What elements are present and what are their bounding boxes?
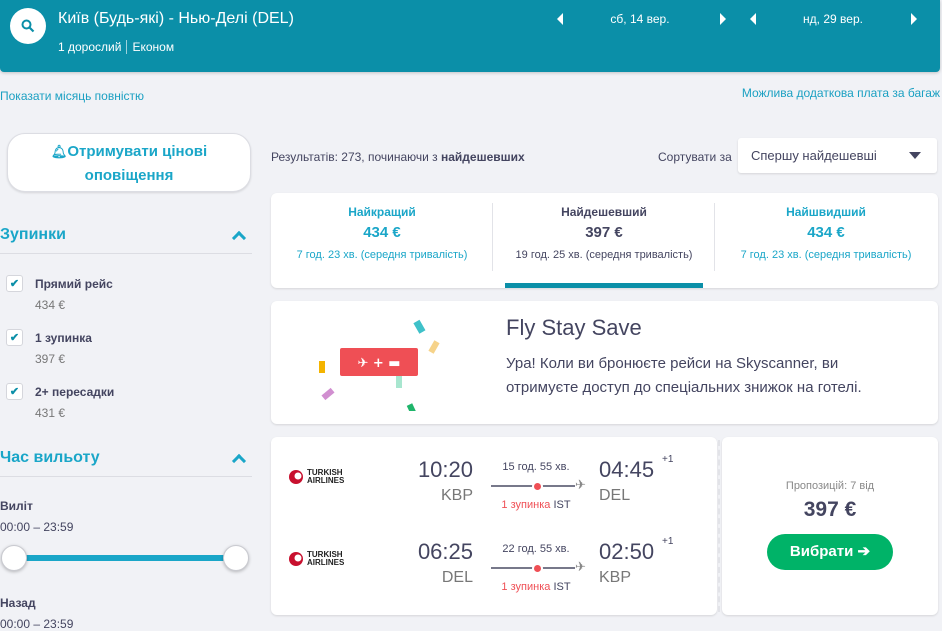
arrival-airport: DEL — [599, 487, 631, 504]
show-month-link[interactable]: Показати місяць повністю — [0, 89, 145, 103]
day-offset: +1 — [662, 536, 674, 547]
stop-dot — [534, 483, 541, 490]
bell-icon: 🔔︎ — [50, 144, 68, 159]
flight-price: 397 € — [803, 498, 857, 521]
outbound-label: Виліт — [0, 499, 33, 513]
departure-time: 10:20 — [417, 457, 473, 482]
flight-hotel-illustration: ✈ + ▬ — [319, 319, 440, 411]
offers-count: Пропозицій: 7 від — [785, 480, 875, 492]
select-button[interactable]: Вибрати ➔ — [767, 534, 893, 570]
stop-label: Прямий рейс — [35, 277, 113, 291]
return-date[interactable]: нд, 29 вер. — [803, 12, 863, 26]
tab-price: 434 € — [807, 224, 845, 241]
svg-text:✈ + ▬: ✈ + ▬ — [357, 356, 400, 371]
flight-itinerary[interactable]: TURKISH AIRLINES 10:20 KBP 15 год. 55 хв… — [271, 437, 717, 615]
stop-price: 397 € — [35, 352, 66, 366]
departure-time-title: Час вильоту — [0, 449, 100, 466]
outbound-slider-min-handle[interactable] — [1, 545, 27, 571]
flight-duration: 15 год. 55 хв. — [502, 461, 570, 473]
divider — [714, 203, 715, 271]
price-alerts-button[interactable]: 🔔︎Отримувати цінові оповіщення — [7, 133, 251, 192]
travellers-summary[interactable]: 1 дорослий Економ — [58, 40, 174, 54]
depart-next-arrow[interactable] — [720, 13, 726, 25]
return-label: Назад — [0, 596, 36, 610]
route-line — [491, 567, 575, 569]
plane-icon: ✈ — [575, 477, 586, 492]
divider — [0, 253, 252, 254]
outbound-leg: TURKISH AIRLINES 10:20 KBP 15 год. 55 хв… — [271, 454, 717, 517]
airline-logo: TURKISH AIRLINES — [289, 551, 351, 567]
tab-best[interactable]: Найкращий 434 € 7 год. 23 хв. (середня т… — [271, 205, 493, 261]
tab-title: Найшвидший — [786, 205, 866, 219]
stop-label: 2+ пересадки — [35, 385, 115, 399]
results-summary: Результатів: 273, починаючи з найдешевши… — [271, 150, 525, 164]
price-panel: Пропозицій: 7 від 397 € Вибрати ➔ — [722, 437, 938, 615]
arrival-time: 02:50 — [599, 539, 655, 564]
tab-cheapest[interactable]: Найдешевший 397 € 19 год. 25 хв. (середн… — [493, 205, 715, 261]
checkbox-two-plus[interactable]: ✔ — [6, 383, 23, 400]
tab-price: 397 € — [585, 224, 623, 241]
sort-value: Спершу найдешевші — [751, 148, 877, 163]
stop-price: 434 € — [35, 298, 66, 312]
airline-logo: TURKISH AIRLINES — [289, 469, 351, 485]
active-tab-indicator — [505, 283, 703, 288]
flight-duration: 22 год. 55 хв. — [502, 543, 570, 555]
search-icon — [21, 19, 35, 33]
stops-info: 1 зупинка IST — [501, 499, 571, 511]
depart-prev-arrow[interactable] — [557, 13, 563, 25]
turkish-airlines-icon — [289, 470, 303, 484]
tab-title: Найдешевший — [561, 205, 647, 219]
tab-price: 434 € — [363, 224, 401, 241]
passengers: 1 дорослий — [58, 40, 122, 54]
outbound-range: 00:00 – 23:59 — [0, 520, 74, 534]
promo-text: Ура! Коли ви бронюєте рейси на Skyscanne… — [506, 355, 862, 396]
return-range: 00:00 – 23:59 — [0, 617, 74, 631]
stop-price: 431 € — [35, 406, 66, 420]
tab-fastest[interactable]: Найшвидший 434 € 7 год. 23 хв. (середня … — [715, 205, 937, 261]
departure-airport: KBP — [440, 487, 473, 504]
tab-title: Найкращий — [348, 205, 416, 219]
search-header: Київ (Будь-які) - Нью-Делі (DEL) 1 дорос… — [0, 0, 940, 72]
arrival-time: 04:45 — [599, 457, 655, 482]
arrival-airport: KBP — [599, 569, 632, 586]
search-button[interactable] — [10, 8, 46, 44]
route-line — [491, 485, 575, 487]
checkbox-one-stop[interactable]: ✔ — [6, 329, 23, 346]
plane-icon: ✈ — [575, 559, 586, 574]
tab-duration: 7 год. 23 хв. (середня тривалість) — [296, 249, 468, 261]
tab-duration: 19 год. 25 хв. (середня тривалість) — [515, 249, 693, 261]
route-title[interactable]: Київ (Будь-які) - Нью-Делі (DEL) — [58, 10, 294, 27]
outbound-slider-track[interactable] — [14, 555, 236, 561]
sort-label: Сортувати за — [658, 150, 732, 164]
outbound-slider-max-handle[interactable] — [223, 545, 249, 571]
return-prev-arrow[interactable] — [750, 13, 756, 25]
departure-airport: DEL — [441, 569, 473, 586]
fly-stay-save-banner[interactable]: ✈ + ▬ Fly Stay Save Ура! Коли ви бронюєт… — [271, 301, 938, 424]
stop-label: 1 зупинка — [35, 331, 92, 345]
cabin-class: Економ — [132, 40, 175, 54]
sort-select[interactable]: Спершу найдешевші — [738, 138, 937, 173]
ticket-divider — [718, 440, 720, 612]
return-next-arrow[interactable] — [911, 13, 917, 25]
dropdown-arrow-icon — [909, 152, 921, 159]
baggage-fee-link[interactable]: Можлива додаткова плата за багаж — [741, 86, 940, 100]
depart-date[interactable]: сб, 14 вер. — [610, 12, 670, 26]
stops-info: 1 зупинка IST — [501, 581, 571, 593]
chevron-up-icon[interactable] — [231, 453, 247, 469]
divider — [0, 476, 252, 477]
departure-time: 06:25 — [417, 539, 473, 564]
promo-title: Fly Stay Save — [506, 315, 642, 340]
stop-dot — [534, 565, 541, 572]
checkbox-direct[interactable]: ✔ — [6, 275, 23, 292]
sort-tabs: Найкращий 434 € 7 год. 23 хв. (середня т… — [271, 193, 938, 288]
day-offset: +1 — [662, 454, 674, 465]
divider — [492, 203, 493, 271]
turkish-airlines-icon — [289, 552, 303, 566]
chevron-up-icon[interactable] — [231, 230, 247, 246]
tab-duration: 7 год. 23 хв. (середня тривалість) — [740, 249, 912, 261]
return-leg: TURKISH AIRLINES 06:25 DEL 22 год. 55 хв… — [271, 536, 717, 599]
stops-title: Зупинки — [0, 226, 66, 243]
